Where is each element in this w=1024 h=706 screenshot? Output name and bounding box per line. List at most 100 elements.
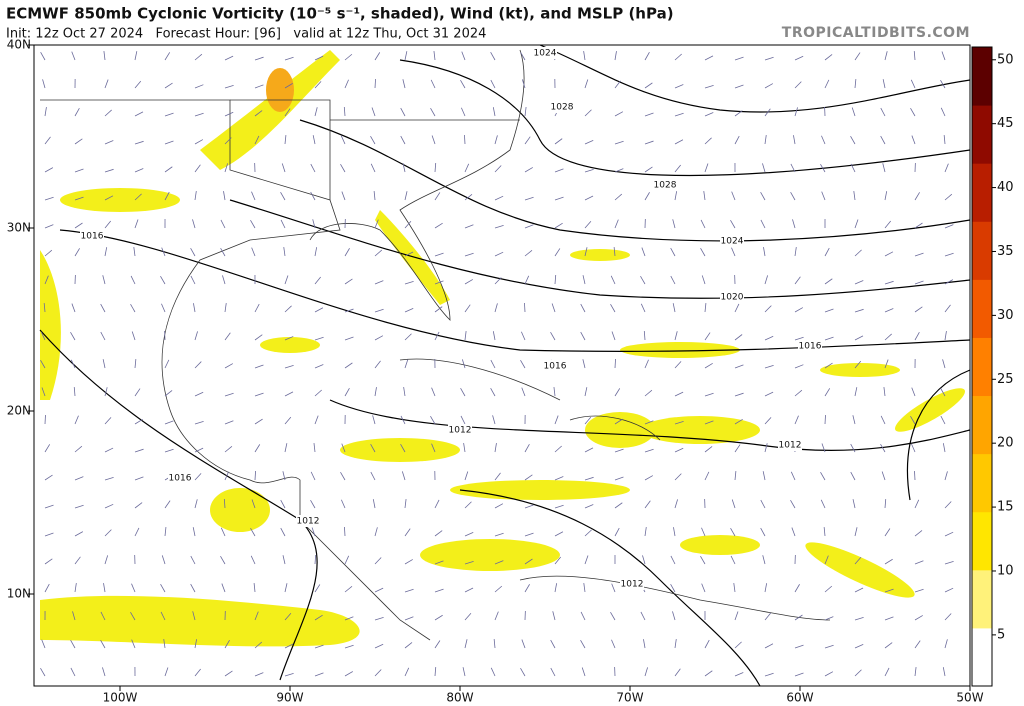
barb <box>704 363 713 369</box>
barb <box>614 502 623 509</box>
lon-label: 80W <box>446 691 473 705</box>
barb <box>524 443 530 453</box>
barb <box>914 499 920 509</box>
barb <box>100 303 106 313</box>
barb <box>314 336 324 341</box>
barb <box>734 334 743 341</box>
barb <box>554 138 563 145</box>
barb <box>794 672 804 677</box>
barb <box>74 583 77 593</box>
barb <box>224 332 231 341</box>
barb <box>584 555 589 565</box>
barb <box>100 611 106 621</box>
barb <box>914 560 924 565</box>
barb <box>464 134 466 145</box>
barb <box>224 137 232 145</box>
isobar-label: 1028 <box>654 181 677 191</box>
barb <box>311 527 316 537</box>
barb <box>190 583 196 593</box>
barb <box>524 167 533 173</box>
barb <box>104 417 112 425</box>
barb <box>584 220 592 229</box>
barb <box>404 559 413 565</box>
isobar-label-bg <box>720 291 744 303</box>
colorbar-segment <box>972 453 992 513</box>
barb <box>614 527 620 537</box>
barb <box>520 360 526 369</box>
barb <box>553 387 556 397</box>
barb <box>584 529 592 537</box>
barb <box>344 79 349 89</box>
barb <box>254 444 261 453</box>
barb <box>284 336 294 341</box>
barb <box>464 531 474 537</box>
barb <box>880 444 886 453</box>
barb <box>614 448 624 453</box>
barb <box>854 587 864 593</box>
barb <box>764 364 774 369</box>
barb <box>824 644 834 649</box>
barb <box>524 558 533 565</box>
barb <box>614 111 624 117</box>
barb <box>554 531 564 537</box>
barb <box>161 555 166 565</box>
barb <box>854 52 861 61</box>
barb <box>344 644 354 649</box>
barb <box>220 556 226 565</box>
colorbar-tick-label: 45 <box>997 116 1014 131</box>
barb <box>434 252 444 257</box>
subtitle: Init: 12z Oct 27 2024 Forecast Hour: [96… <box>6 27 486 42</box>
barb <box>194 84 204 89</box>
barb <box>74 445 83 453</box>
barb <box>524 302 526 313</box>
barb <box>494 135 498 145</box>
isobar-label: 1016 <box>544 362 567 372</box>
barb <box>100 331 106 341</box>
barb <box>71 51 76 61</box>
barb <box>554 222 563 229</box>
barb <box>133 247 136 257</box>
barb <box>164 112 174 117</box>
map-frame <box>33 44 971 687</box>
barb <box>581 667 586 677</box>
barb <box>704 471 710 481</box>
barb <box>224 420 234 425</box>
barb <box>192 611 196 621</box>
barb <box>431 443 436 453</box>
barb <box>131 331 136 341</box>
barb <box>284 643 294 649</box>
barb <box>164 359 170 369</box>
barb <box>464 304 471 313</box>
barb <box>794 584 800 593</box>
barb <box>104 195 114 201</box>
barb <box>224 111 234 117</box>
barb <box>791 527 796 537</box>
barb <box>881 471 886 481</box>
barb <box>554 504 564 509</box>
barb <box>584 140 594 145</box>
barb <box>492 331 496 341</box>
barb <box>490 667 496 677</box>
barb <box>734 392 744 397</box>
barb <box>820 499 826 509</box>
barb <box>250 555 256 565</box>
barb <box>704 446 713 453</box>
barb <box>521 639 526 649</box>
barb <box>734 110 743 117</box>
barb <box>224 84 234 89</box>
barb <box>464 501 472 509</box>
barb <box>494 532 504 537</box>
barb <box>434 530 443 537</box>
isobar-label-bg <box>653 179 677 191</box>
barb <box>552 611 556 621</box>
barb <box>284 275 289 285</box>
barb <box>42 79 46 89</box>
colorbar-segment <box>972 395 992 455</box>
colorbar-tick-label: 25 <box>997 372 1014 387</box>
barb <box>434 588 444 593</box>
barb <box>284 672 294 677</box>
barb <box>190 247 196 257</box>
barb <box>882 163 886 173</box>
barb <box>44 224 54 229</box>
barb <box>524 584 530 593</box>
